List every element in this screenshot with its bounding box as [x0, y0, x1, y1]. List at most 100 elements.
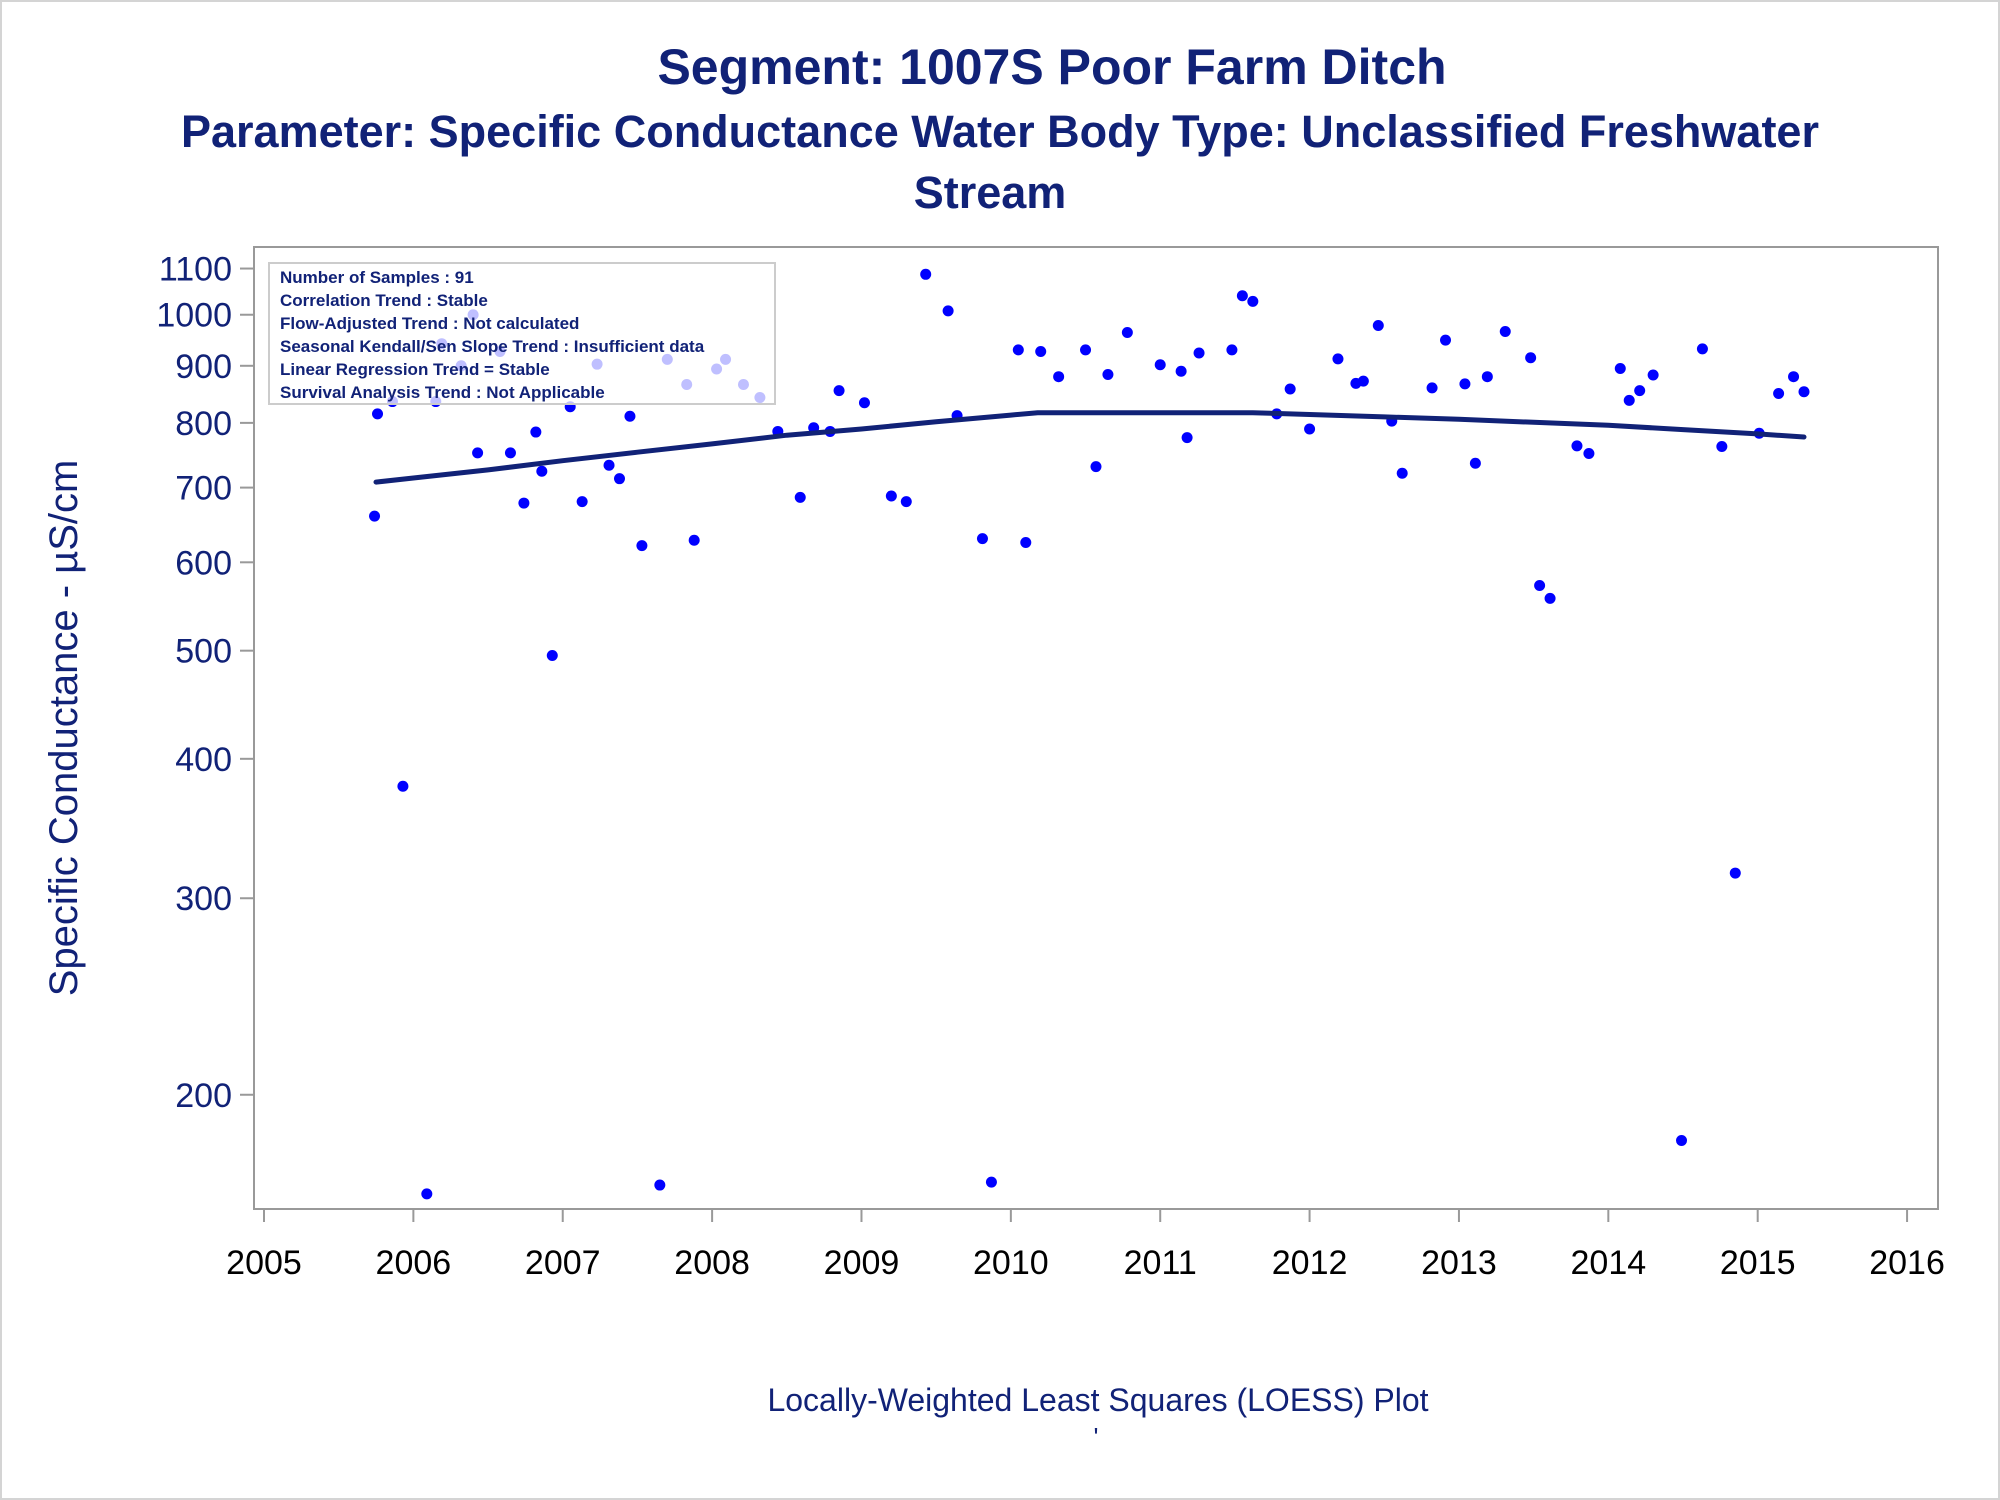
- chart-subtitle: Parameter: Specific Conductance Water Bo…: [181, 106, 1819, 157]
- data-point: [369, 510, 381, 522]
- x-tick-label: 2005: [226, 1244, 302, 1282]
- data-point: [1798, 386, 1810, 398]
- data-point: [530, 426, 542, 438]
- data-point: [518, 497, 530, 509]
- data-point: [1193, 347, 1205, 359]
- data-point: [1634, 385, 1646, 397]
- stats-line: Correlation Trend : Stable: [280, 291, 488, 310]
- data-point: [1676, 1134, 1688, 1146]
- data-point: [1773, 388, 1785, 400]
- y-tick-label: 500: [175, 633, 232, 671]
- stats-line: Flow-Adjusted Trend : Not calculated: [280, 314, 579, 333]
- data-point: [1154, 359, 1166, 371]
- data-point: [504, 447, 516, 459]
- data-point: [858, 397, 870, 409]
- stats-line: Linear Regression Trend = Stable: [280, 360, 550, 379]
- x-tick-label: 2012: [1272, 1244, 1348, 1282]
- data-point: [654, 1179, 666, 1191]
- data-point: [1012, 344, 1024, 356]
- data-point: [1647, 369, 1659, 381]
- x-tick-label: 2014: [1571, 1244, 1647, 1282]
- data-point: [1284, 383, 1296, 395]
- data-point: [1090, 461, 1102, 473]
- x-tick-label: 2016: [1869, 1244, 1945, 1282]
- data-point: [1332, 353, 1344, 365]
- chart-title: Segment: 1007S Poor Farm Ditch: [657, 39, 1447, 95]
- data-point: [976, 533, 988, 545]
- data-point: [603, 459, 615, 471]
- data-point: [1020, 537, 1032, 549]
- stats-box: Number of Samples : 91 Correlation Trend …: [268, 262, 776, 405]
- data-point: [1226, 344, 1238, 356]
- data-point: [1534, 579, 1546, 591]
- data-point: [833, 385, 845, 397]
- data-point: [613, 473, 625, 485]
- y-tick-label: 900: [175, 348, 232, 386]
- footnote: Locally-Weighted Least Squares (LOESS) P…: [767, 1382, 1429, 1418]
- y-tick-label: 1000: [156, 297, 232, 335]
- stats-line: Seasonal Kendall/Sen Slope Trend : Insuf…: [280, 337, 705, 356]
- data-point: [397, 780, 409, 792]
- data-point: [1304, 423, 1316, 435]
- data-point: [1121, 327, 1133, 339]
- data-point: [1080, 344, 1092, 356]
- data-point: [1583, 448, 1595, 460]
- data-point: [1175, 365, 1187, 377]
- data-point: [1440, 334, 1452, 346]
- data-point: [1426, 382, 1438, 394]
- x-tick-label: 2008: [674, 1244, 750, 1282]
- data-point: [900, 496, 912, 508]
- data-point: [942, 305, 954, 317]
- y-tick-label: 800: [175, 405, 232, 443]
- data-point: [1236, 290, 1248, 302]
- x-axis: 2005 2006 2007 2008 2009 2010 2011 2012 2013 2014…: [226, 1209, 1945, 1282]
- data-point: [1481, 371, 1493, 383]
- data-point: [1716, 440, 1728, 452]
- plot-area-frame: [253, 246, 1939, 1210]
- x-tick-label: 2006: [376, 1244, 452, 1282]
- data-point: [885, 490, 897, 502]
- data-point: [546, 650, 558, 662]
- data-point: [1053, 371, 1065, 383]
- data-point: [1247, 295, 1259, 307]
- data-point: [1623, 394, 1635, 406]
- x-tick-label: 2013: [1421, 1244, 1497, 1282]
- stats-line: Number of Samples : 91: [280, 268, 474, 287]
- data-point: [472, 447, 484, 459]
- x-tick-label: 2007: [525, 1244, 601, 1282]
- data-point: [536, 465, 548, 477]
- x-tick-label: 2009: [824, 1244, 900, 1282]
- data-point: [1181, 432, 1193, 444]
- data-point: [1696, 343, 1708, 355]
- data-point: [1469, 457, 1481, 469]
- data-point: [1372, 320, 1384, 332]
- data-point: [1571, 440, 1583, 452]
- x-tick-label: 2015: [1720, 1244, 1796, 1282]
- data-point: [372, 408, 384, 420]
- stats-line: Survival Analysis Trend : Not Applicable: [280, 383, 605, 402]
- data-point: [1102, 368, 1114, 380]
- x-tick-label: 2010: [973, 1244, 1049, 1282]
- data-point: [985, 1176, 997, 1188]
- data-point: [1459, 378, 1471, 390]
- y-tick-label: 400: [175, 741, 232, 779]
- data-point: [1357, 375, 1369, 387]
- data-point: [1729, 867, 1741, 879]
- data-point: [1035, 345, 1047, 357]
- data-point: [421, 1188, 433, 1200]
- footnote-mark: ': [1093, 1422, 1099, 1452]
- y-axis: 200 300 400 500 600 700 800 900 1000 1100: [156, 251, 254, 1115]
- stats-box-border: [268, 262, 776, 405]
- data-points: [369, 268, 1810, 1200]
- x-tick-label: 2011: [1124, 1244, 1197, 1282]
- data-point: [624, 410, 636, 422]
- data-point: [1544, 592, 1556, 604]
- y-tick-label: 200: [175, 1077, 232, 1115]
- y-tick-label: 700: [175, 470, 232, 508]
- data-point: [920, 268, 932, 280]
- data-point: [1525, 352, 1537, 364]
- y-tick-label: 600: [175, 544, 232, 582]
- data-point: [576, 496, 588, 508]
- data-point: [688, 534, 700, 546]
